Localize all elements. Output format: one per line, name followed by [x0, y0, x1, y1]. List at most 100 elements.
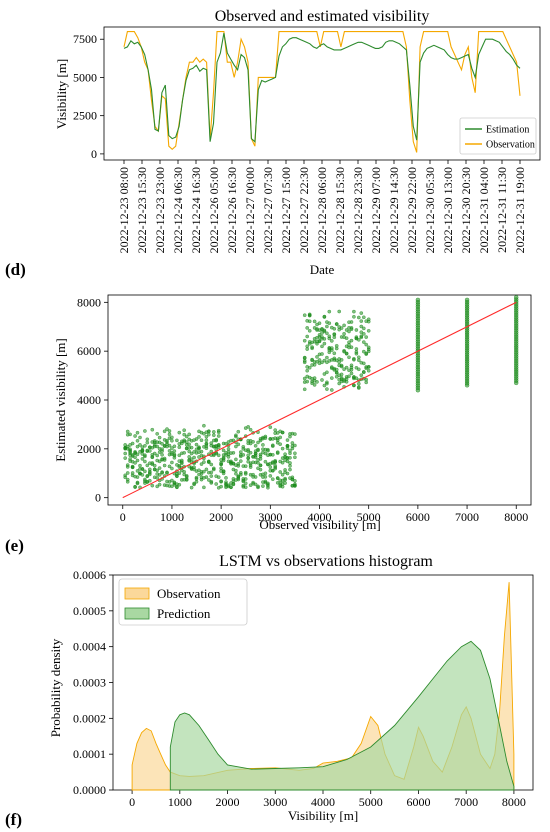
data-point: [165, 470, 169, 475]
data-point: [364, 352, 369, 356]
data-point: [256, 485, 260, 490]
legend-label: Observation: [157, 586, 221, 601]
data-point: [236, 462, 241, 466]
data-point: [179, 461, 184, 466]
data-point: [140, 457, 145, 461]
data-point: [280, 460, 285, 465]
data-point: [325, 331, 329, 336]
data-point: [123, 451, 128, 456]
data-point: [199, 449, 204, 454]
data-point: [293, 479, 297, 483]
data-point: [206, 429, 211, 434]
data-point: [258, 467, 263, 472]
data-point: [256, 440, 260, 445]
data-point: [202, 423, 206, 428]
data-point: [147, 472, 152, 477]
data-point: [138, 443, 142, 447]
data-point: [243, 477, 248, 481]
data-point: [332, 332, 337, 336]
legend-label: Estimation: [486, 125, 529, 136]
data-point: [273, 463, 278, 468]
data-point: [170, 435, 174, 440]
data-point: [236, 429, 241, 434]
data-point: [234, 444, 238, 449]
x-tick-label: 0: [120, 510, 126, 524]
data-point: [216, 430, 221, 435]
x-tick-label: 2022-12-30 20:30: [459, 167, 473, 253]
data-point: [130, 441, 135, 446]
data-point: [138, 463, 142, 468]
data-point: [160, 470, 164, 474]
data-point: [182, 428, 187, 433]
x-tick-label: 2022-12-28 06:00: [315, 167, 329, 253]
data-point: [206, 478, 211, 482]
data-point: [327, 309, 332, 314]
data-point: [464, 297, 470, 303]
data-point: [290, 446, 295, 451]
data-point: [224, 441, 228, 446]
data-point: [202, 469, 206, 474]
data-point: [192, 455, 196, 460]
data-point: [349, 327, 354, 332]
data-point: [356, 386, 361, 390]
data-point: [320, 360, 324, 365]
data-point: [315, 355, 319, 359]
data-point: [322, 372, 327, 376]
data-point: [135, 458, 140, 463]
x-tick-label: 3000: [263, 795, 287, 809]
data-point: [415, 297, 421, 303]
data-point: [214, 482, 219, 486]
x-tick-label: 5000: [357, 510, 381, 524]
data-point: [211, 433, 216, 438]
data-point: [155, 476, 160, 480]
data-point: [302, 360, 307, 365]
y-tick-label: 0.0002: [73, 711, 106, 725]
data-point: [140, 473, 145, 477]
data-point: [246, 453, 251, 458]
data-point: [258, 454, 263, 459]
data-point: [182, 432, 187, 437]
data-point: [152, 463, 157, 468]
data-point: [320, 335, 324, 339]
data-point: [263, 434, 268, 439]
data-point: [155, 468, 160, 473]
y-tick-label: 5000: [73, 70, 97, 84]
data-point: [251, 439, 255, 444]
x-tick-label: 2022-12-27 00:00: [243, 167, 257, 253]
x-tick-label: 2022-12-29 14:30: [387, 167, 401, 253]
data-point: [167, 464, 172, 469]
data-point: [356, 367, 361, 372]
data-point: [155, 453, 160, 458]
data-point: [204, 467, 209, 472]
data-point: [285, 444, 290, 448]
data-point: [145, 474, 150, 479]
data-point: [258, 438, 263, 443]
data-point: [231, 438, 236, 443]
data-point: [125, 477, 130, 482]
data-point: [332, 351, 337, 356]
data-point: [226, 483, 231, 488]
data-point: [219, 479, 223, 484]
data-point: [219, 461, 223, 465]
chart-title: LSTM vs observations histogram: [219, 553, 433, 570]
data-point: [349, 371, 354, 376]
data-point: [211, 430, 216, 434]
data-point: [253, 453, 258, 458]
data-point: [224, 476, 228, 480]
data-point: [143, 459, 147, 464]
data-point: [359, 330, 364, 335]
data-point: [320, 378, 324, 382]
data-point: [204, 442, 209, 446]
data-point: [302, 355, 307, 360]
data-point: [219, 484, 223, 489]
data-point: [160, 441, 164, 446]
data-point: [268, 465, 273, 470]
data-point: [339, 364, 344, 369]
data-point: [170, 460, 174, 465]
data-point: [275, 476, 280, 480]
y-tick-label: 8000: [77, 295, 101, 309]
data-point: [160, 449, 164, 453]
y-axis-label: Probability density: [48, 638, 63, 737]
